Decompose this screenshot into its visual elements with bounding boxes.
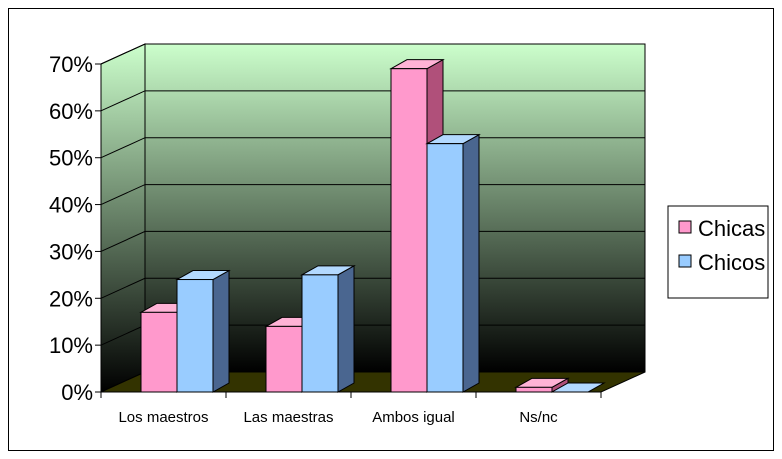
gridline xyxy=(100,43,645,65)
bar-front xyxy=(265,325,303,393)
bar-front xyxy=(515,386,553,393)
x-tick-label: Ambos igual xyxy=(372,409,455,426)
bar-front xyxy=(426,143,464,393)
bar xyxy=(175,269,231,393)
side-wall xyxy=(100,43,146,393)
y-tick-label: 0% xyxy=(61,380,93,405)
bar xyxy=(550,382,606,393)
bar-front xyxy=(140,311,178,393)
y-tick-label: 60% xyxy=(49,99,93,124)
bar-top xyxy=(550,382,606,393)
bar-side xyxy=(337,265,355,393)
y-tick-label: 40% xyxy=(49,193,93,218)
bar-front xyxy=(390,68,428,393)
bar-chart: 0% 10% 20% 30% 40% 50% 60% 70% Los maestros Las m… xyxy=(49,43,769,426)
y-tick-label: 20% xyxy=(49,286,93,311)
chart-frame: 0% 10% 20% 30% 40% 50% 60% 70% Los maestros Las m… xyxy=(8,8,774,451)
legend-entry: Chicas xyxy=(698,216,765,241)
x-tick-label: Las maestras xyxy=(243,409,333,426)
bar-front xyxy=(176,279,214,393)
bar-side xyxy=(462,133,480,393)
legend-swatch xyxy=(678,220,692,234)
legend-entry: Chicos xyxy=(698,250,765,275)
bar xyxy=(514,377,570,393)
legend-swatch xyxy=(678,254,692,268)
gridline xyxy=(100,90,645,112)
x-tick-label: Ns/nc xyxy=(519,409,558,426)
bar xyxy=(300,265,356,393)
y-tick-label: 70% xyxy=(49,52,93,77)
bar-front xyxy=(301,274,339,393)
y-tick-label: 30% xyxy=(49,239,93,264)
x-tick-label: Los maestros xyxy=(118,409,208,426)
y-tick-label: 10% xyxy=(49,333,93,358)
bar xyxy=(425,133,481,393)
y-tick-label: 50% xyxy=(49,146,93,171)
bar-side xyxy=(212,269,230,393)
